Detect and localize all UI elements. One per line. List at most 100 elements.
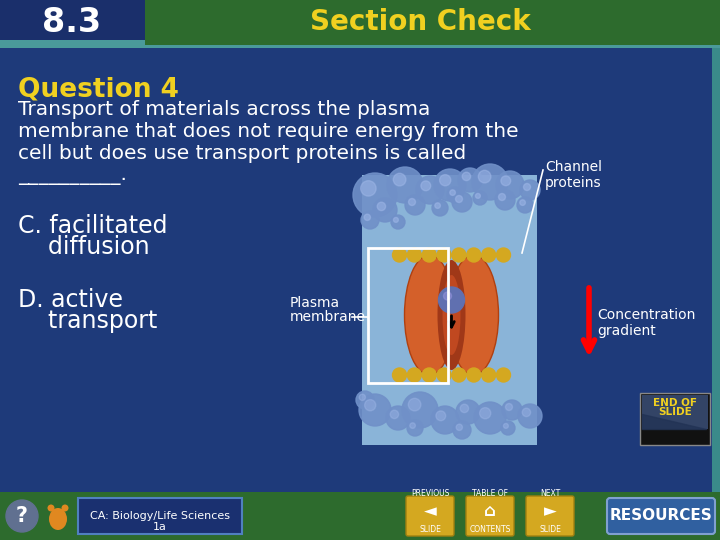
Text: Transport of materials across the plasma: Transport of materials across the plasma <box>18 100 431 119</box>
Circle shape <box>520 180 540 200</box>
Circle shape <box>462 172 471 180</box>
Circle shape <box>453 421 471 439</box>
Circle shape <box>393 218 398 222</box>
Ellipse shape <box>49 508 67 530</box>
Circle shape <box>359 394 391 426</box>
Circle shape <box>435 203 441 208</box>
Circle shape <box>523 184 531 191</box>
Circle shape <box>474 402 506 434</box>
Circle shape <box>501 176 510 186</box>
Circle shape <box>410 423 415 428</box>
Circle shape <box>359 394 366 401</box>
FancyBboxPatch shape <box>406 496 454 536</box>
Bar <box>640 393 710 445</box>
Circle shape <box>408 399 421 411</box>
Circle shape <box>473 191 487 205</box>
Circle shape <box>391 215 405 229</box>
Circle shape <box>353 173 397 217</box>
Circle shape <box>437 368 451 382</box>
Circle shape <box>452 192 472 212</box>
Ellipse shape <box>449 255 498 375</box>
Ellipse shape <box>438 260 466 370</box>
Text: membrane that does not require energy from the: membrane that does not require energy fr… <box>18 122 518 141</box>
FancyBboxPatch shape <box>466 496 514 536</box>
Circle shape <box>390 410 399 418</box>
Text: 1a: 1a <box>153 522 167 532</box>
Circle shape <box>361 181 376 196</box>
Circle shape <box>482 248 495 262</box>
Circle shape <box>431 406 459 434</box>
Circle shape <box>434 169 466 201</box>
Text: ⌂: ⌂ <box>484 502 496 520</box>
Circle shape <box>356 391 374 409</box>
FancyBboxPatch shape <box>526 496 574 536</box>
Circle shape <box>392 248 407 262</box>
Text: C. facilitated: C. facilitated <box>18 214 168 238</box>
Circle shape <box>438 287 464 313</box>
Text: diffusion: diffusion <box>18 235 150 259</box>
Circle shape <box>495 190 515 210</box>
Ellipse shape <box>443 275 461 355</box>
Circle shape <box>518 404 542 428</box>
Text: 8.3: 8.3 <box>42 6 102 39</box>
Circle shape <box>480 408 491 419</box>
Circle shape <box>482 368 495 382</box>
Circle shape <box>392 368 407 382</box>
Circle shape <box>444 292 451 300</box>
Circle shape <box>440 174 451 186</box>
Circle shape <box>407 420 423 436</box>
Circle shape <box>408 248 421 262</box>
Circle shape <box>450 190 456 195</box>
Circle shape <box>456 400 480 424</box>
Circle shape <box>421 181 431 191</box>
Circle shape <box>472 164 508 200</box>
Text: SLIDE: SLIDE <box>539 525 561 534</box>
Bar <box>712 48 720 492</box>
Circle shape <box>467 248 481 262</box>
Circle shape <box>452 368 466 382</box>
Circle shape <box>437 248 451 262</box>
Text: END OF: END OF <box>653 398 697 408</box>
Circle shape <box>505 403 513 410</box>
Bar <box>0 40 145 45</box>
Text: cell but does use transport proteins is called: cell but does use transport proteins is … <box>18 144 467 163</box>
Text: SLIDE: SLIDE <box>658 407 692 417</box>
Text: membrane: membrane <box>290 310 366 324</box>
Circle shape <box>497 368 510 382</box>
Text: Channel
proteins: Channel proteins <box>545 160 602 190</box>
Text: ?: ? <box>16 506 28 526</box>
Circle shape <box>498 193 505 200</box>
Circle shape <box>497 248 510 262</box>
Circle shape <box>501 421 515 435</box>
FancyBboxPatch shape <box>78 498 242 534</box>
FancyBboxPatch shape <box>607 498 715 534</box>
Circle shape <box>361 211 379 229</box>
Circle shape <box>408 368 421 382</box>
Circle shape <box>502 400 522 420</box>
Circle shape <box>422 368 436 382</box>
Circle shape <box>6 500 38 532</box>
Text: RESOURCES: RESOURCES <box>610 509 712 523</box>
Bar <box>362 175 537 445</box>
Circle shape <box>452 248 466 262</box>
Circle shape <box>408 199 415 206</box>
Circle shape <box>432 200 448 216</box>
Circle shape <box>478 170 491 183</box>
Text: Question 4: Question 4 <box>18 76 179 102</box>
Circle shape <box>522 408 531 416</box>
Circle shape <box>447 187 463 203</box>
Circle shape <box>386 406 410 430</box>
Bar <box>0 48 720 492</box>
Circle shape <box>467 368 481 382</box>
Text: NEXT: NEXT <box>540 489 560 498</box>
Circle shape <box>387 167 423 203</box>
Circle shape <box>475 193 480 198</box>
Text: D. active: D. active <box>18 288 123 312</box>
Circle shape <box>456 195 462 202</box>
Bar <box>368 248 448 383</box>
Circle shape <box>517 197 533 213</box>
Text: PREVIOUS: PREVIOUS <box>411 489 449 498</box>
Ellipse shape <box>61 504 68 511</box>
Text: ►: ► <box>544 502 557 520</box>
Text: transport: transport <box>18 309 158 333</box>
